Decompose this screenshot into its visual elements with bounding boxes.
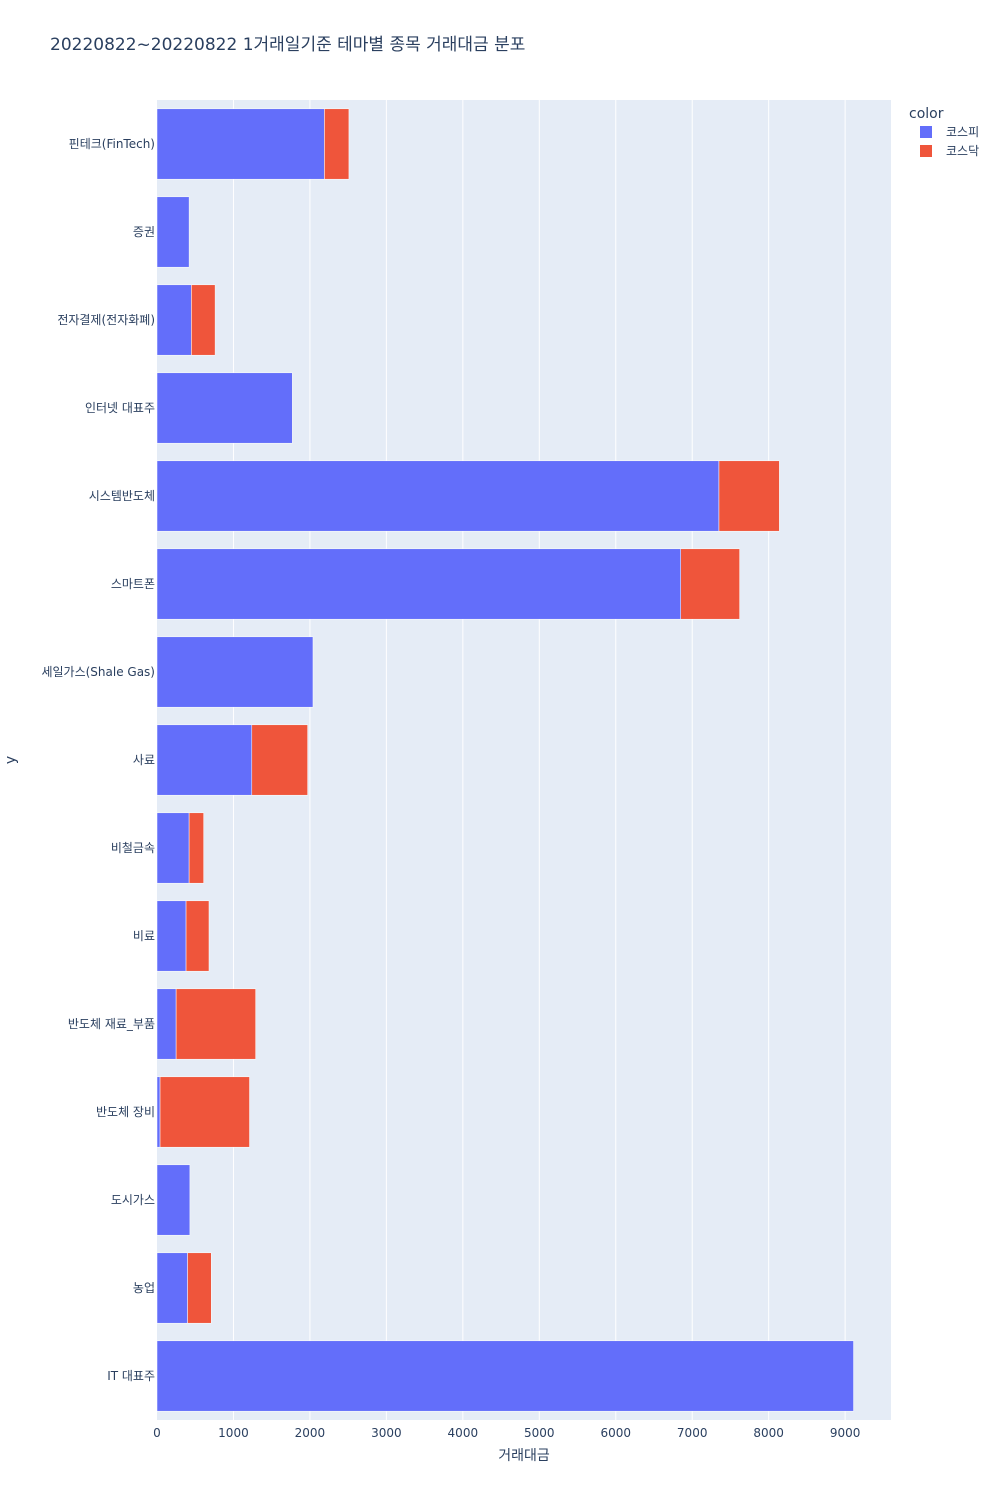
x-axis-label: 거래대금 [498,1448,550,1464]
x-tick-label: 2000 [295,1426,326,1440]
bar-kospi [156,460,720,532]
bar-kosdaq [191,284,216,356]
x-tick-labels: 0 1000 2000 3000 4000 5000 6000 7000 8000 9000 [153,1426,860,1440]
bar-kospi [156,1252,188,1324]
x-tick-label: 5000 [524,1426,555,1440]
bar-kospi [156,372,293,444]
legend-label[interactable]: 코스닥 [946,144,979,158]
bar-kospi [156,988,177,1060]
bars-layer [156,108,854,1412]
bar-kospi [156,900,187,972]
bar-kosdaq [251,724,308,796]
bar-kospi [156,1164,191,1236]
bar-kospi [156,724,253,796]
bar-kosdaq [175,988,256,1060]
bar-kosdaq [187,1252,212,1324]
x-tick-label: 4000 [448,1426,479,1440]
bar-kospi [156,196,190,268]
bar-kosdaq [188,812,204,884]
y-tick-label: 반도체 재료_부품 [68,1017,155,1031]
bar-kospi [156,1340,854,1412]
y-tick-label: 전자결제(전자화폐) [57,313,155,327]
x-tick-label: 1000 [218,1426,249,1440]
y-tick-label: IT 대표주 [107,1369,155,1383]
bar-kosdaq [680,548,740,620]
y-tick-label: 증권 [133,225,155,239]
x-tick-label: 9000 [830,1426,861,1440]
x-tick-label: 7000 [677,1426,708,1440]
y-tick-label: 스마트폰 [111,577,155,591]
bar-kosdaq [185,900,210,972]
bar-kospi [156,812,190,884]
y-tick-label: 시스템반도체 [89,489,155,503]
bar-kospi [156,548,681,620]
legend-swatch[interactable] [920,145,932,157]
y-tick-label: 비료 [133,929,155,943]
x-tick-label: 8000 [753,1426,784,1440]
bar-kosdaq [159,1076,250,1148]
legend-swatch[interactable] [920,126,932,138]
bar-kospi [156,636,314,708]
y-tick-label: 핀테크(FinTech) [69,137,155,151]
x-tick-label: 0 [153,1426,161,1440]
y-tick-label: 사료 [133,753,155,767]
y-tick-label: 농업 [133,1281,155,1295]
bar-kospi [156,1076,161,1148]
x-tick-label: 3000 [371,1426,402,1440]
chart-title: 20220822~20220822 1거래일기준 테마별 종목 거래대금 분포 [50,35,525,55]
x-tick-label: 6000 [600,1426,631,1440]
legend-title: color [909,106,944,122]
y-tick-label: 비철금속 [111,841,155,855]
grid-layer [232,100,846,1420]
y-axis-label: y [3,756,19,764]
bar-kosdaq [324,108,350,180]
legend-label[interactable]: 코스피 [946,125,979,139]
y-tick-label: 도시가스 [111,1193,155,1207]
y-tick-label: 반도체 장비 [96,1105,155,1119]
bar-kosdaq [718,460,780,532]
bar-kospi [156,108,325,180]
bar-kospi [156,284,192,356]
y-tick-label: 인터넷 대표주 [85,401,155,415]
y-tick-label: 세일가스(Shale Gas) [41,665,155,679]
